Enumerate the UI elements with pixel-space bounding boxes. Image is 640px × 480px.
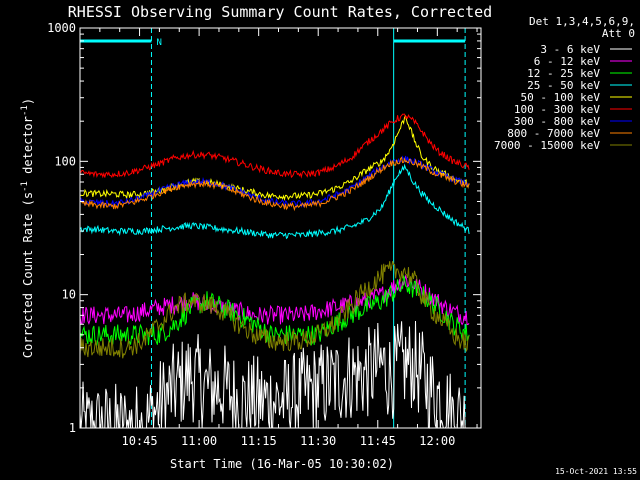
y-label-end: ) xyxy=(21,98,35,105)
x-tick-label: 11:45 xyxy=(360,434,396,448)
plot-frame xyxy=(79,27,482,429)
legend-label: 12 - 25 keV xyxy=(527,67,600,80)
series-line xyxy=(79,156,470,212)
series-line xyxy=(79,155,470,209)
y-label-mid: detector xyxy=(21,116,35,181)
y-axis-label: Corrected Count Rate (s-1 detector-1) xyxy=(20,98,35,358)
legend-label: 6 - 12 keV xyxy=(534,55,601,68)
series-line xyxy=(79,274,470,326)
x-axis-label: Start Time (16-Mar-05 10:30:02) xyxy=(170,457,394,471)
x-tick-label: 10:45 xyxy=(121,434,157,448)
x-tick-label: 12:00 xyxy=(419,434,455,448)
chart-title: RHESSI Observing Summary Count Rates, Co… xyxy=(68,3,492,21)
night-annotation: N xyxy=(156,38,161,48)
plot-area: N xyxy=(79,28,470,429)
legend-label: 7000 - 15000 keV xyxy=(494,139,600,152)
y-tick-label: 1 xyxy=(69,421,76,435)
legend-label: 50 - 100 keV xyxy=(521,91,601,104)
legend-header-line-2: Att 0 xyxy=(602,27,635,40)
y-label-sup-2: -1 xyxy=(20,105,30,116)
y-tick-label: 1000 xyxy=(47,21,76,35)
series-line xyxy=(79,115,470,202)
legend-label: 25 - 50 keV xyxy=(527,79,600,92)
legend-header-line-1: Det 1,3,4,5,6,9, xyxy=(529,15,635,28)
y-tick-label: 100 xyxy=(54,154,76,168)
legend-label: 3 - 6 keV xyxy=(540,43,600,56)
legend-label: 100 - 300 keV xyxy=(514,103,600,116)
y-tick-label: 10 xyxy=(62,288,76,302)
axis-ticks: 1 10 100 1000 10:45 11:00 11:15 11:30 11:45 12:00 xyxy=(47,21,481,448)
series-line xyxy=(79,260,470,359)
legend-label: 800 - 7000 keV xyxy=(507,127,600,140)
series-line xyxy=(79,113,470,179)
x-tick-label: 11:15 xyxy=(241,434,277,448)
x-tick-label: 11:00 xyxy=(181,434,217,448)
y-label-sup-1: -1 xyxy=(20,181,30,192)
timestamp: 15-Oct-2021 13:55 xyxy=(555,467,637,476)
y-label-main: Corrected Count Rate (s xyxy=(21,192,35,358)
series-line xyxy=(79,163,470,240)
legend-label: 300 - 800 keV xyxy=(514,115,600,128)
x-tick-label: 11:30 xyxy=(300,434,336,448)
